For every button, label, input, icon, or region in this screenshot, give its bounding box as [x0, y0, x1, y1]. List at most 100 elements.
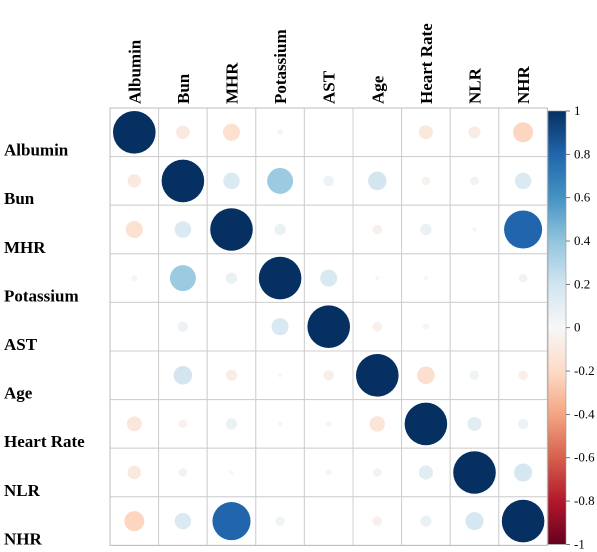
- corr-circle: [514, 172, 532, 190]
- corr-circle: [225, 418, 238, 430]
- column-label: Potassium: [271, 29, 290, 104]
- corr-circle: [465, 512, 484, 531]
- corr-circle: [177, 321, 189, 332]
- corr-circle: [325, 469, 332, 476]
- plot-border: [109, 107, 548, 546]
- corr-circle: [404, 402, 448, 446]
- grid-cell: [206, 350, 257, 401]
- corr-circle: [323, 175, 334, 187]
- corr-circle: [274, 223, 286, 236]
- grid-cell: [449, 301, 500, 352]
- row-label: Potassium: [4, 286, 79, 305]
- colorbar-tick-label: 0.6: [574, 190, 591, 205]
- corr-circle: [422, 323, 429, 330]
- corr-circle: [126, 416, 142, 432]
- colorbar-tick-label: 1: [574, 103, 581, 118]
- corr-circle: [325, 420, 332, 427]
- corr-circle: [369, 416, 385, 432]
- colorbar-tick-label: -0.8: [574, 493, 595, 508]
- corr-circle: [161, 159, 205, 203]
- corr-circle: [222, 123, 241, 141]
- corr-circle: [323, 370, 334, 381]
- grid-cell: [109, 301, 160, 352]
- grid-cell: [352, 107, 403, 158]
- corr-circle: [472, 227, 477, 232]
- corr-circle: [178, 419, 188, 429]
- corr-circle: [127, 174, 142, 188]
- corr-circle: [372, 516, 383, 526]
- corr-circle: [320, 269, 338, 287]
- corr-circle: [418, 125, 433, 140]
- corr-circle: [225, 369, 238, 381]
- corr-circle: [468, 126, 481, 139]
- corr-circle: [513, 122, 534, 143]
- corr-circle: [501, 499, 545, 543]
- corr-circle: [225, 272, 238, 284]
- corr-circle: [421, 176, 431, 186]
- corr-circle: [277, 373, 283, 378]
- corr-circle: [277, 129, 284, 136]
- corr-circle: [372, 321, 383, 332]
- corr-circle: [258, 256, 302, 300]
- corr-circle: [418, 465, 433, 480]
- corr-circle: [453, 451, 496, 494]
- grid-cell: [255, 447, 305, 498]
- corr-circle: [420, 515, 432, 527]
- corr-circle: [420, 223, 432, 236]
- row-label: Bun: [4, 189, 35, 208]
- corr-circle: [417, 366, 435, 385]
- column-label: NLR: [466, 67, 485, 104]
- row-label: NHR: [4, 529, 43, 548]
- colorbar-tick-label: 0.8: [574, 146, 590, 161]
- corr-circle: [125, 220, 143, 239]
- corr-circle: [373, 468, 382, 477]
- corr-circle: [514, 463, 533, 482]
- corr-circle: [267, 167, 294, 194]
- colorbar-tick-label: -0.4: [574, 406, 595, 421]
- corr-circle: [469, 370, 480, 381]
- corr-circle: [423, 275, 429, 281]
- corr-circle: [368, 171, 387, 191]
- corr-circle: [307, 305, 351, 349]
- corr-circle: [518, 370, 528, 381]
- corr-circle: [271, 318, 289, 336]
- corr-circle: [178, 468, 188, 477]
- corr-circle: [124, 511, 145, 532]
- row-label: Heart Rate: [4, 432, 85, 451]
- corr-circle: [127, 465, 142, 480]
- corr-circle: [210, 208, 253, 251]
- corr-circle: [229, 470, 234, 475]
- grid-cell: [206, 301, 257, 352]
- corr-circle: [173, 366, 193, 385]
- row-label: NLR: [4, 481, 41, 500]
- corr-circle: [504, 210, 543, 249]
- corr-circle: [176, 125, 190, 140]
- colorbar-tick-label: 0: [574, 320, 581, 335]
- corr-circle: [277, 421, 283, 427]
- corr-circle: [518, 273, 528, 283]
- corr-circle: [467, 416, 482, 431]
- corr-circle: [375, 275, 380, 281]
- grid-cell: [109, 350, 160, 401]
- column-label: NHR: [514, 66, 533, 105]
- corr-circle: [470, 176, 479, 186]
- column-label: MHR: [223, 62, 242, 104]
- grid-cell: [498, 301, 548, 352]
- grid-cell: [303, 107, 354, 158]
- corr-circle: [356, 354, 399, 397]
- column-label: Age: [368, 75, 387, 104]
- corr-circle: [113, 111, 156, 154]
- column-label: AST: [320, 70, 339, 104]
- corr-circle: [174, 512, 192, 530]
- corr-circle: [131, 275, 138, 282]
- corr-circle: [169, 265, 196, 292]
- colorbar-tick-label: 0.2: [574, 276, 590, 291]
- column-label: Albumin: [125, 39, 144, 104]
- grid-cell: [401, 156, 451, 206]
- grid-cell: [303, 496, 354, 546]
- colorbar-tick-label: -0.6: [574, 450, 595, 465]
- corr-circle: [372, 224, 383, 235]
- corr-circle: [212, 502, 251, 541]
- grid-cell: [449, 253, 500, 303]
